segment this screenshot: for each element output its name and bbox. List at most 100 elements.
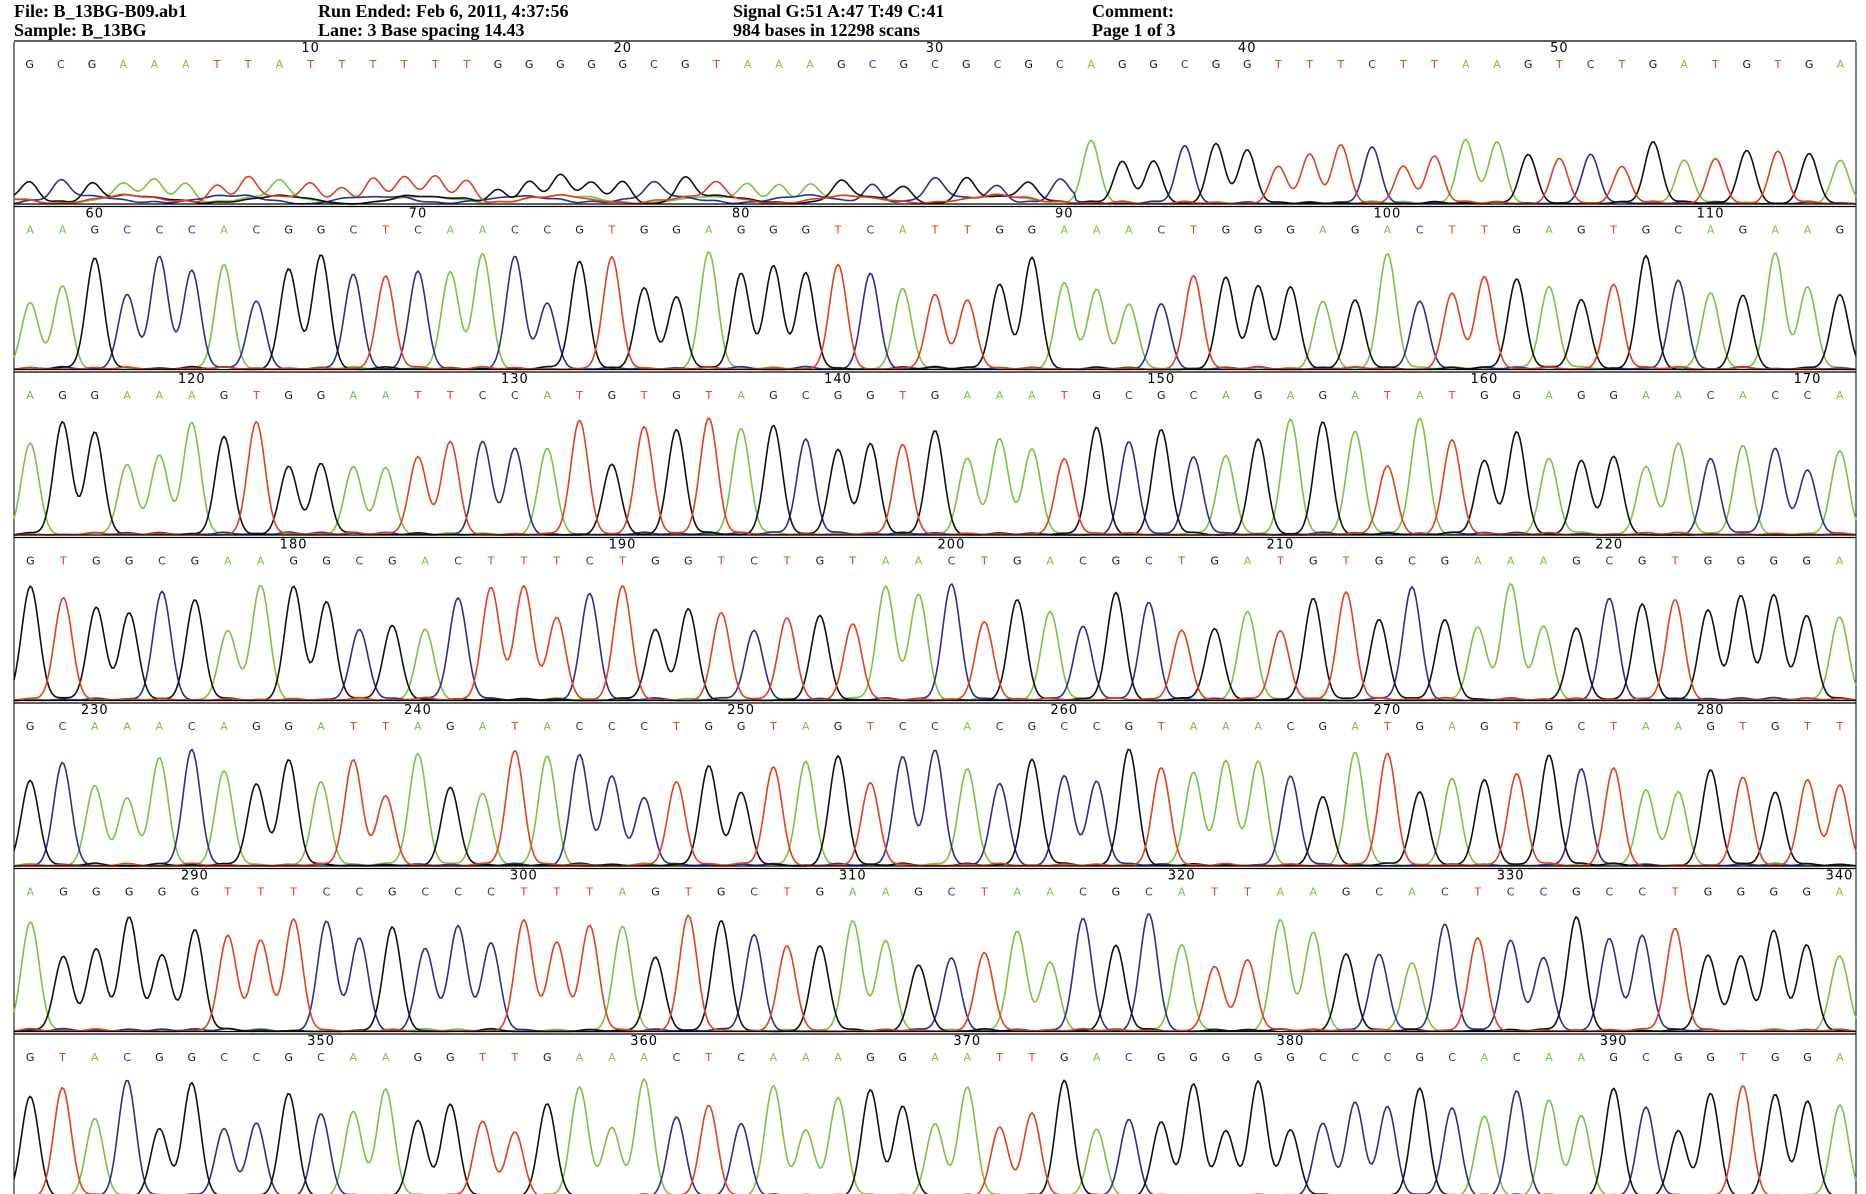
- base-call-letter: G: [88, 58, 97, 71]
- base-call-letter: A: [1836, 389, 1844, 402]
- base-call-letter: G: [1706, 720, 1715, 733]
- base-call-letter: T: [1399, 58, 1407, 71]
- base-call-letter: A: [156, 389, 164, 402]
- base-call-letter: G: [446, 1051, 455, 1064]
- base-call-letter: T: [1274, 58, 1282, 71]
- base-call-letter: T: [1609, 224, 1617, 237]
- position-tick-label: 390: [1600, 1034, 1628, 1049]
- base-call-letter: A: [1416, 389, 1424, 402]
- base-call-letter: G: [1222, 1051, 1231, 1064]
- base-call-letter: G: [1802, 886, 1811, 899]
- base-call-letter: G: [801, 224, 810, 237]
- base-call-letter: C: [994, 58, 1002, 71]
- base-call-letter: G: [1771, 720, 1780, 733]
- position-tick-label: 350: [307, 1034, 335, 1049]
- base-call-letter: G: [640, 224, 649, 237]
- base-call-letter: A: [964, 1051, 972, 1064]
- base-call-letter: C: [1638, 886, 1646, 899]
- base-call-letter: A: [1545, 1051, 1553, 1064]
- base-call-letter: G: [705, 720, 714, 733]
- base-call-letter: T: [717, 555, 725, 568]
- trace-A: [13, 417, 1857, 536]
- position-tick-label: 140: [824, 372, 852, 387]
- base-call-letter: T: [585, 886, 593, 899]
- position-tick-label: 240: [404, 703, 432, 718]
- base-call-letter: A: [849, 886, 857, 899]
- base-call-letter: A: [705, 224, 713, 237]
- base-call-letter: G: [1375, 555, 1384, 568]
- base-call-letter: C: [802, 389, 810, 402]
- signal-strength: Signal G:51 A:47 T:49 C:41: [733, 1, 945, 21]
- position-tick-label: 90: [1055, 207, 1074, 222]
- base-call-letter: G: [1319, 389, 1328, 402]
- base-call-letter: G: [525, 58, 534, 71]
- base-call-letter: A: [775, 58, 783, 71]
- trace-header: File: B_13BG-B09.ab1 Sample: B_13BG Run …: [0, 0, 1866, 40]
- base-call-letter: G: [737, 224, 746, 237]
- base-call-letter: G: [1638, 555, 1647, 568]
- base-call-letter: G: [1441, 555, 1450, 568]
- base-call-letter: A: [770, 1051, 778, 1064]
- base-call-letter: T: [1617, 58, 1625, 71]
- base-call-letter: T: [1671, 886, 1679, 899]
- base-call-letter: T: [252, 389, 260, 402]
- base-call-letter: T: [618, 555, 626, 568]
- base-call-letter: G: [1674, 1051, 1683, 1064]
- base-call-letter: A: [1493, 58, 1501, 71]
- base-call-letter: A: [543, 389, 551, 402]
- base-call-letter: A: [744, 58, 752, 71]
- base-call-letter: A: [882, 555, 890, 568]
- base-call-letter: T: [1512, 720, 1520, 733]
- base-call-letter: C: [1707, 389, 1715, 402]
- base-call-letter: G: [1512, 389, 1521, 402]
- trace-row: 60 70 80 90 100 110 A A G C C C A C G G C T C A A C C G T G G A G G G T…: [13, 205, 1857, 371]
- position-tick-label: 360: [630, 1034, 658, 1049]
- base-call-letter: A: [1545, 224, 1553, 237]
- base-call-letter: G: [931, 389, 940, 402]
- base-call-letter: T: [1177, 555, 1185, 568]
- base-call-letter: G: [1210, 555, 1219, 568]
- position-tick-label: 30: [926, 41, 945, 56]
- base-call-letter: A: [1739, 389, 1747, 402]
- base-call-letter: G: [1803, 1051, 1812, 1064]
- base-call-letter: A: [1287, 389, 1295, 402]
- base-call-letter: G: [1319, 720, 1328, 733]
- base-call-letter: C: [1145, 886, 1153, 899]
- base-call-letter: A: [1060, 224, 1068, 237]
- base-call-letter: T: [848, 555, 856, 568]
- base-call-letter: C: [1351, 1051, 1359, 1064]
- base-call-letter: A: [1642, 389, 1650, 402]
- trace-row: 120 130 140 150 160 170 A G G A A A G T G G A A T T C C A T G T G T…: [13, 371, 1857, 536]
- base-call-letter: A: [1540, 555, 1548, 568]
- base-call-letter: A: [1013, 886, 1021, 899]
- base-call-letter: T: [704, 389, 712, 402]
- base-call-letter: G: [388, 886, 397, 899]
- base-call-letter: G: [1704, 886, 1713, 899]
- trace-row: 230 240 250 260 270 280 G C A A A C A G G A T T A G A T A C C C T G…: [13, 702, 1857, 867]
- base-call-letter: A: [382, 1051, 390, 1064]
- base-call-letter: C: [253, 224, 261, 237]
- base-call-letter: G: [91, 224, 100, 237]
- base-call-letter: C: [1513, 1051, 1521, 1064]
- trace-row: 290 300 310 320 330 340 A G G G G G T T T C C G C C C T T T A G T G…: [13, 867, 1857, 1033]
- base-call-letter: T: [1210, 886, 1218, 899]
- base-call-letter: G: [1524, 58, 1533, 71]
- base-call-letter: A: [1277, 886, 1285, 899]
- position-tick-label: 110: [1697, 207, 1725, 222]
- base-call-letter: T: [1739, 1051, 1747, 1064]
- base-call-letter: C: [867, 224, 875, 237]
- base-call-letter: G: [284, 224, 293, 237]
- base-call-letter: C: [1368, 58, 1376, 71]
- base-call-letter: C: [650, 58, 658, 71]
- base-call-letter: C: [1079, 886, 1087, 899]
- base-call-letter: G: [289, 555, 298, 568]
- base-call-letter: T: [289, 886, 297, 899]
- base-call-letter: G: [1060, 1051, 1069, 1064]
- base-call-letter: G: [1028, 224, 1037, 237]
- base-call-letter: A: [737, 389, 745, 402]
- base-call-letter: G: [1149, 58, 1158, 71]
- base-call-letter: A: [1178, 886, 1186, 899]
- base-call-letter: G: [317, 389, 326, 402]
- base-call-letter: G: [1771, 1051, 1780, 1064]
- base-call-letter: G: [995, 224, 1004, 237]
